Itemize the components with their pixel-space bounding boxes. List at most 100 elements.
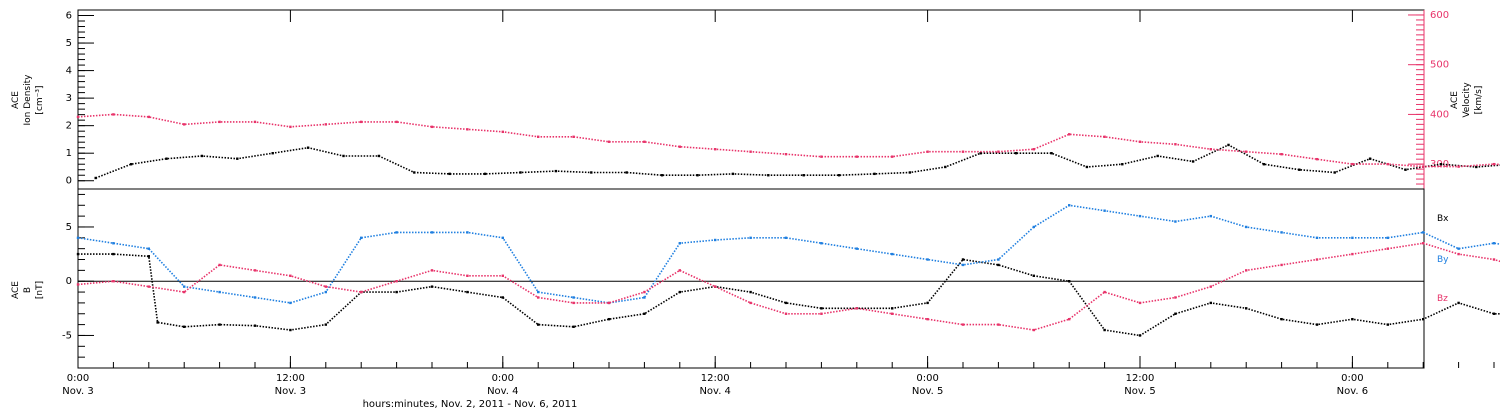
top-panel: 0 1 2 3 4 5 6 300 400 500 600 ACE Ion Density [cm… xyxy=(11,9,1500,190)
top-ion-density-point xyxy=(944,165,947,169)
bottom-bz-point xyxy=(1351,252,1354,256)
top-velocity-point xyxy=(961,150,965,153)
bottom-bx-point xyxy=(430,285,434,288)
top-velocity-point xyxy=(466,128,469,131)
top-velocity-point xyxy=(855,155,858,158)
x-tick-time: 12:00 xyxy=(276,373,305,384)
top-ion-density-point xyxy=(1085,165,1089,169)
top-ion-density-point xyxy=(837,174,841,177)
bottom-bz-point xyxy=(1315,258,1319,261)
top-panel-frame xyxy=(77,9,1425,190)
x-tick-time: 0:00 xyxy=(67,373,89,384)
bottom-bz-point xyxy=(1245,269,1248,272)
top-velocity-point xyxy=(360,120,363,124)
top-panel-data xyxy=(76,113,1500,180)
bottom-bz-point xyxy=(607,301,611,305)
bottom-bx-point xyxy=(749,290,752,294)
top-velocity-point xyxy=(218,120,221,124)
top-left-tick-label: 5 xyxy=(66,38,72,49)
bottom-bx-point xyxy=(1103,328,1106,332)
bottom-bx-point xyxy=(1209,301,1212,305)
legend-by: By xyxy=(1437,255,1449,265)
top-ion-density-point xyxy=(1368,157,1372,160)
bottom-bx-point xyxy=(820,307,823,310)
bottom-bx-point xyxy=(678,290,681,294)
bottom-bz-point xyxy=(147,285,150,288)
bottom-bx-point xyxy=(1422,317,1425,321)
bottom-bz-point xyxy=(1068,317,1071,321)
top-velocity-point xyxy=(643,140,646,143)
bottom-by-point xyxy=(537,290,540,294)
top-ion-density-point xyxy=(908,171,912,174)
bottom-by-point xyxy=(1457,247,1460,250)
bottom-bz-point xyxy=(961,323,965,326)
top-ion-density-point xyxy=(377,154,381,158)
bottom-bz-point xyxy=(537,296,540,299)
top-velocity-point xyxy=(501,130,504,134)
bottom-bx-point xyxy=(926,301,929,305)
top-velocity-point xyxy=(891,155,894,158)
bottom-bz-point xyxy=(1280,263,1283,267)
top-velocity-point xyxy=(1032,148,1035,151)
top-ion-density-point xyxy=(483,172,487,176)
top-ion-density-point xyxy=(236,157,239,160)
top-left-tick-label: 3 xyxy=(66,93,72,104)
top-ion-density-point xyxy=(1156,154,1159,158)
top-right-axis-label-line3: [km/s] xyxy=(1474,86,1484,115)
bottom-by-point xyxy=(466,231,469,234)
top-right-axis-label-line1: ACE xyxy=(1450,91,1460,109)
top-right-axis-label-line2: Velocity xyxy=(1462,82,1472,118)
bottom-axis-label-line2: B xyxy=(23,287,33,293)
bottom-bx-point xyxy=(961,258,965,261)
x-tick-day: Nov. 4 xyxy=(699,386,730,397)
bottom-bx-point xyxy=(183,325,186,328)
bottom-bx-point xyxy=(1351,317,1354,321)
top-ion-density-point xyxy=(873,172,876,176)
top-ion-density-point xyxy=(767,174,770,177)
bottom-by-trace xyxy=(77,204,1500,304)
top-velocity-point xyxy=(430,125,434,129)
top-left-tick-label: 4 xyxy=(66,66,72,77)
bottom-bx-point xyxy=(572,325,575,328)
top-velocity-point xyxy=(324,123,327,126)
bottom-by-point xyxy=(997,258,1000,261)
top-velocity-point xyxy=(678,145,681,148)
bottom-bx-point xyxy=(395,290,398,294)
bottom-bz-trace xyxy=(77,242,1500,331)
bottom-bz-point xyxy=(324,285,327,288)
top-ion-density-point xyxy=(1404,168,1407,171)
bottom-bx-point xyxy=(147,255,150,258)
bottom-by-point xyxy=(76,236,80,240)
x-axis-title: hours:minutes, Nov. 2, 2011 - Nov. 6, 20… xyxy=(363,399,578,410)
top-ion-density-point xyxy=(1121,163,1124,166)
bottom-bx-point xyxy=(1386,323,1389,326)
x-axis: 0:00 Nov. 3 12:00 Nov. 3 0:00 Nov. 4 12:00 Nov.… xyxy=(62,10,1495,397)
top-ion-density-point xyxy=(1333,171,1336,174)
bottom-bx-point xyxy=(537,323,540,326)
x-tick-day: Nov. 4 xyxy=(487,386,518,397)
bottom-by-point xyxy=(1245,225,1248,229)
x-tick-day: Nov. 3 xyxy=(62,386,93,397)
top-ion-density-point xyxy=(1227,143,1230,147)
top-velocity-point xyxy=(1422,165,1425,168)
bottom-panel-frame xyxy=(77,188,1425,369)
top-ion-density-point xyxy=(129,163,133,166)
top-right-tick-label: 400 xyxy=(1430,109,1449,120)
top-left-axis: 0 1 2 3 4 5 6 xyxy=(66,11,94,187)
top-velocity-point xyxy=(1174,143,1177,146)
bottom-by-point xyxy=(784,236,788,240)
bottom-bx-point xyxy=(289,328,292,332)
top-velocity-point xyxy=(112,113,115,116)
top-ion-density-point xyxy=(271,152,274,155)
bottom-bz-point xyxy=(1457,252,1460,256)
bottom-by-point xyxy=(891,252,894,256)
legend-bz: Bz xyxy=(1437,294,1448,304)
bottom-bx-point xyxy=(501,296,504,299)
bottom-bx-point xyxy=(1457,301,1460,305)
top-ion-density-trace xyxy=(95,144,1500,179)
bottom-bz-point xyxy=(1174,296,1177,299)
bottom-bz-point xyxy=(1422,242,1425,245)
top-ion-density-point xyxy=(660,174,664,177)
x-tick-day: Nov. 3 xyxy=(275,386,306,397)
top-ion-density-point xyxy=(802,174,805,177)
